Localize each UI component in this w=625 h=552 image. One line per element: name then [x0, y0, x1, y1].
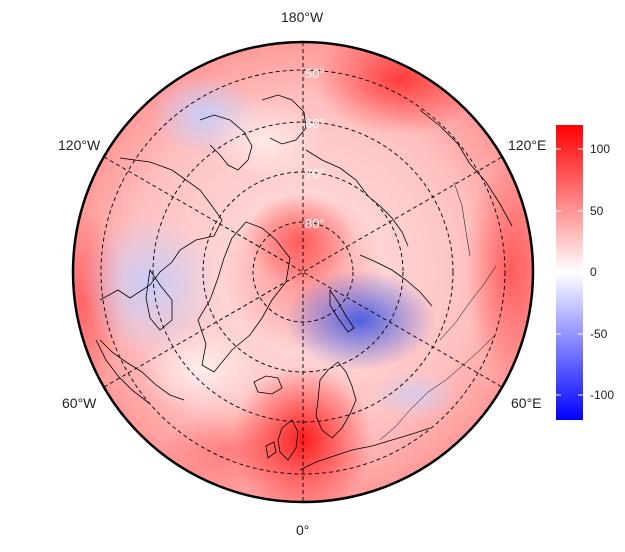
- latitude-labels: 50° 60° 70° 80°: [305, 66, 325, 231]
- colorbar-label-neg100: -100: [590, 388, 615, 402]
- coast-hudson-bay: [145, 268, 173, 331]
- coast-labrador: [99, 339, 185, 401]
- coast-iceland: [253, 375, 283, 395]
- coast-ireland: [265, 441, 277, 459]
- coastlines: [95, 94, 513, 471]
- colorbar-label-50: 50: [590, 204, 604, 218]
- colorbar-label-0: 0: [590, 265, 597, 279]
- lon-label-60w: 60°W: [62, 395, 97, 411]
- coast-novaya-zemlya: [329, 288, 355, 333]
- lon-label-180w: 180°W: [281, 9, 324, 25]
- lon-label-60e: 60°E: [511, 395, 542, 411]
- lon-label-120w: 120°W: [58, 137, 101, 153]
- border-asia: [439, 265, 497, 341]
- coast-europe: [299, 427, 431, 471]
- anomaly-field: [73, 42, 533, 502]
- lat-label-80: 80°: [305, 216, 325, 231]
- lon-label-120e: 120°E: [508, 137, 547, 153]
- coast-asia-east: [419, 109, 513, 227]
- graticule: [100, 42, 506, 502]
- anomaly-high-east: [465, 160, 533, 380]
- map-boundary: [71, 40, 535, 504]
- coast-chukotka: [261, 94, 307, 145]
- colorbar: [556, 125, 583, 420]
- border-asia-north: [453, 181, 471, 257]
- anomaly-low-russia: [370, 370, 460, 420]
- graticule-lat-60: [152, 121, 454, 423]
- anomaly-neutral-greenland: [140, 325, 260, 415]
- anomaly-high-siberia: [315, 42, 485, 135]
- anomaly-low-barents: [285, 270, 435, 370]
- coast-canada-west: [95, 339, 151, 405]
- coast-canada-arctic: [99, 157, 223, 301]
- anomaly-high-pole: [245, 195, 355, 285]
- coast-greenland: [197, 221, 291, 373]
- colorbar-ticks: [556, 148, 583, 396]
- lat-label-60: 60°: [305, 116, 325, 131]
- coast-scandinavia: [315, 361, 357, 439]
- colorbar-label-neg50: -50: [590, 327, 608, 341]
- colorbar-label-100: 100: [590, 142, 611, 156]
- lat-label-70: 70°: [305, 166, 325, 181]
- lon-label-0: 0°: [296, 522, 310, 538]
- graticule-lat-50: [100, 69, 506, 475]
- lat-label-50: 50°: [305, 66, 325, 81]
- anomaly-high-atlantic: [160, 410, 300, 490]
- coast-russia-north: [359, 254, 433, 307]
- border-russia: [379, 335, 495, 441]
- anomaly-neutral-alaska: [205, 100, 325, 180]
- coast-alaska: [199, 114, 253, 171]
